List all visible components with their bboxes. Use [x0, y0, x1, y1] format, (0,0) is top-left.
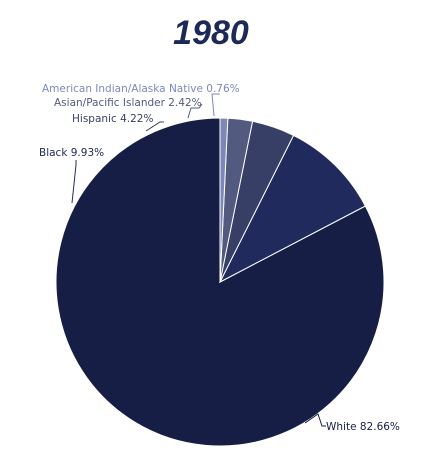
leader-line [71, 160, 77, 204]
slice-label: Hispanic 4.22% [72, 113, 153, 125]
leader-line [304, 413, 326, 427]
pie-slices [55, 117, 385, 447]
leader-line [211, 93, 220, 117]
slice-label: Asian/Pacific Islander 2.42% [54, 97, 202, 109]
leader-lines [71, 93, 326, 427]
leader-line [187, 103, 203, 119]
leader-line [145, 121, 164, 132]
slice-label: Black 9.93% [39, 147, 104, 159]
slice-label: American Indian/Alaska Native 0.76% [42, 83, 240, 95]
pie-slice-american-indian-alaska-native [219, 117, 229, 283]
slice-label: White 82.66% [326, 421, 400, 433]
pie-slice-black [218, 134, 367, 284]
slice-labels: White 82.66% Black 9.93% Hispanic 4.22% Asi… [39, 83, 400, 433]
chart-title: 1980 [173, 14, 249, 52]
